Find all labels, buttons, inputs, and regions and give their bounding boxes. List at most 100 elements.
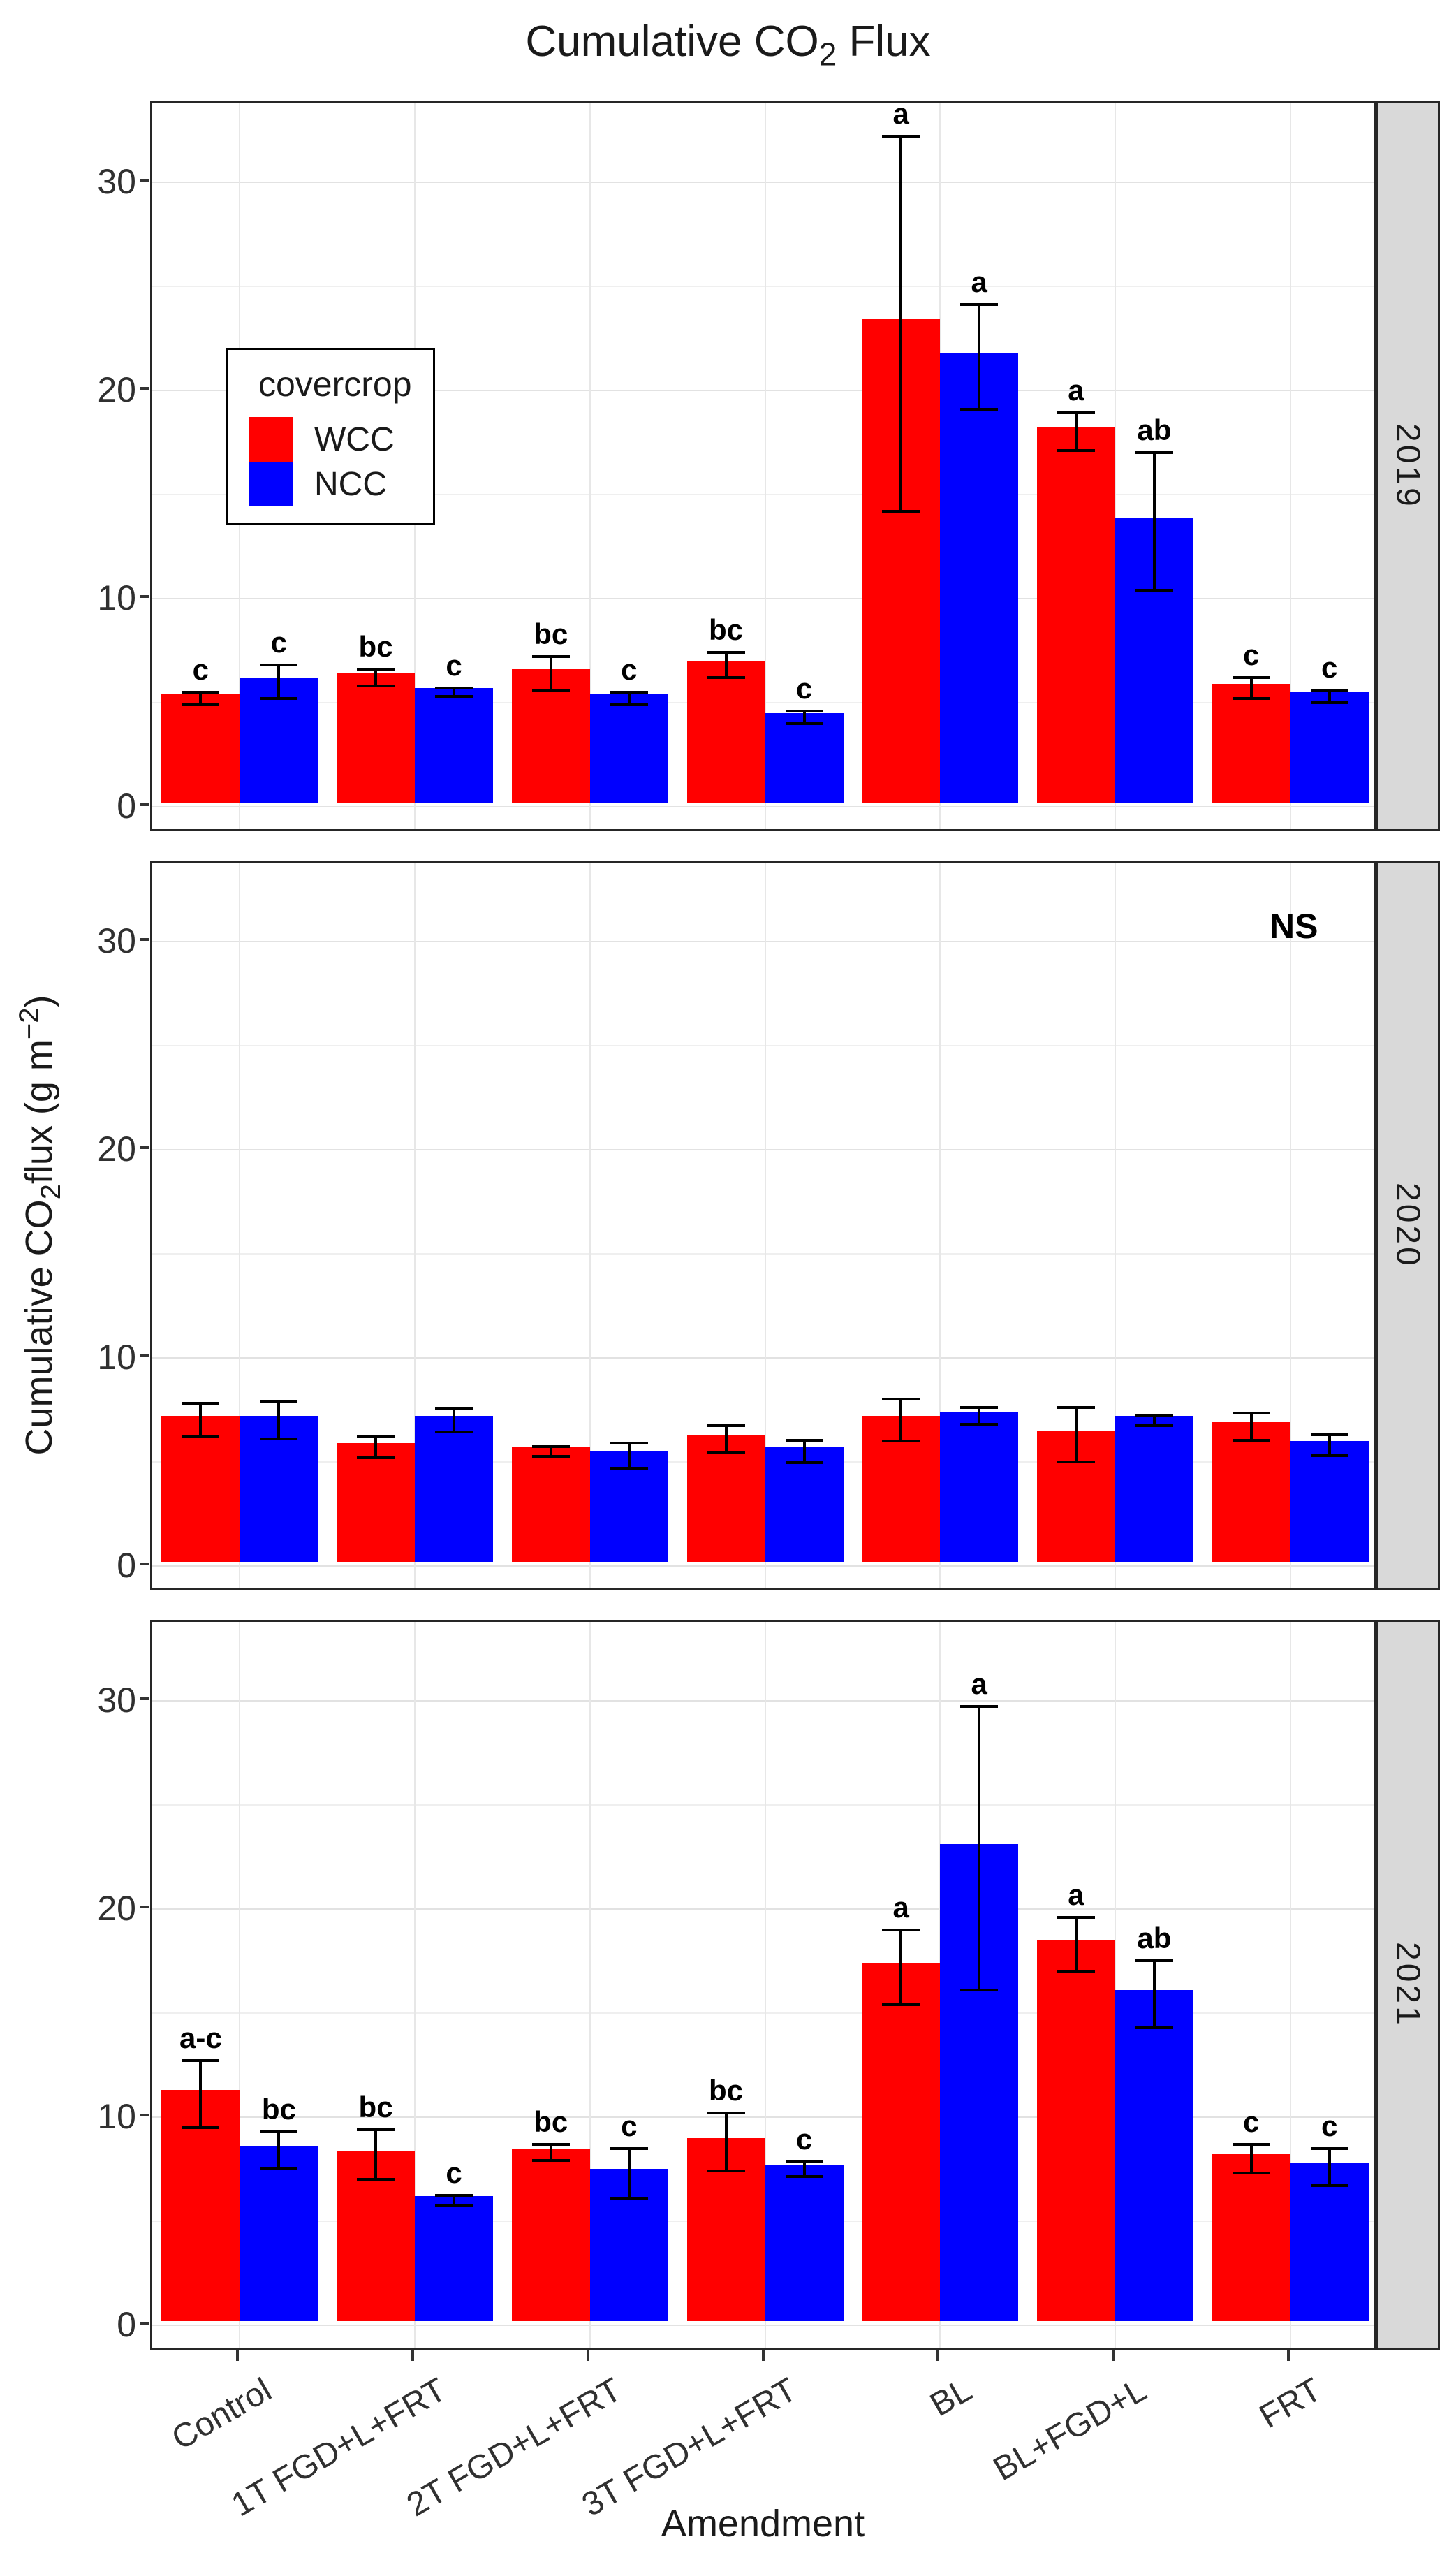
facet-strip-2021: 2021 <box>1376 1620 1440 2350</box>
gridline-minor-y15 <box>152 1252 1374 1255</box>
gridline-major-y20 <box>152 389 1374 391</box>
error-cap-top <box>531 2142 570 2146</box>
error-bar-NCC-3T FGD+L+FRT <box>802 1440 806 1463</box>
error-bar-NCC-FRT <box>1328 690 1331 703</box>
error-bar-NCC-2T FGD+L+FRT <box>627 692 631 705</box>
significance-letter-NCC-BL: a <box>971 265 987 299</box>
significance-letter-NCC-BL+FGD+L: ab <box>1137 414 1172 447</box>
y-tick-mark <box>140 386 149 390</box>
error-bar-NCC-1T FGD+L+FRT <box>453 1408 456 1432</box>
facet-panel-2019: c bc bc bc a a c c c c c a ab c covercrop WCC NCC <box>150 97 1376 831</box>
error-cap-top <box>531 655 570 659</box>
error-cap-top <box>357 1435 395 1439</box>
error-bar-NCC-3T FGD+L+FRT <box>802 2161 806 2177</box>
facet-strip-2019: 2019 <box>1376 101 1440 831</box>
error-bar-WCC-Control <box>199 2061 203 2128</box>
error-bar-WCC-BL <box>899 136 903 511</box>
error-cap-top <box>1232 2142 1270 2146</box>
facet-panel-2020: NS <box>150 861 1376 1590</box>
facet-strip-2020: 2020 <box>1376 861 1440 1590</box>
y-tick-label-10: 10 <box>97 2096 136 2136</box>
bar-NCC-Control <box>240 2146 318 2321</box>
bar-WCC-2T FGD+L+FRT <box>511 2148 590 2321</box>
error-cap-bottom <box>960 1988 999 1991</box>
bar-NCC-3T FGD+L+FRT <box>765 2165 844 2321</box>
bar-WCC-FRT <box>1212 684 1290 803</box>
gridline-major-y30 <box>152 940 1374 942</box>
gridline-major-y10 <box>152 2116 1374 2118</box>
significance-letter-WCC-Control: c <box>192 653 209 686</box>
error-cap-top <box>1135 1959 1173 1963</box>
error-cap-top <box>785 1438 823 1442</box>
error-cap-bottom <box>1057 1970 1095 1973</box>
error-cap-bottom <box>531 2159 570 2163</box>
gridline-major-y10 <box>152 1356 1374 1359</box>
facet-strip-label: 2019 <box>1389 423 1427 509</box>
error-cap-bottom <box>1135 2026 1173 2029</box>
error-cap-bottom <box>707 2170 745 2173</box>
significance-letter-NCC-FRT: c <box>1321 2109 1338 2142</box>
error-bar-WCC-2T FGD+L+FRT <box>549 1446 552 1457</box>
error-cap-bottom <box>182 1435 220 1439</box>
error-bar-WCC-2T FGD+L+FRT <box>549 657 552 691</box>
error-cap-bottom <box>357 1456 395 1459</box>
error-cap-bottom <box>1310 701 1348 704</box>
error-cap-top <box>707 1424 745 1427</box>
error-bar-NCC-BL+FGD+L <box>1152 1961 1156 2028</box>
y-tick-mark <box>140 1563 149 1565</box>
error-cap-top <box>785 2160 823 2163</box>
error-bar-WCC-BL+FGD+L <box>1074 1407 1078 1462</box>
error-cap-top <box>610 1442 648 1445</box>
y-tick-mark <box>140 1146 149 1149</box>
y-tick-mark <box>140 937 149 941</box>
y-tick-label-30: 30 <box>97 1680 136 1720</box>
error-cap-top <box>610 691 648 694</box>
gridline-vertical-BL <box>939 863 941 1588</box>
x-tick-mark <box>761 2350 765 2361</box>
gridline-vertical-BL+FGD+L <box>1114 103 1116 829</box>
gridline-major-y20 <box>152 1148 1374 1150</box>
significance-letter-WCC-Control: a-c <box>179 2021 222 2055</box>
chart-title-text-2: Flux <box>837 17 931 66</box>
bar-NCC-BL+FGD+L <box>1115 1989 1193 2321</box>
gridline-vertical-1T FGD+L+FRT <box>414 1622 416 2348</box>
error-bar-WCC-1T FGD+L+FRT <box>374 669 378 687</box>
gridline-major-y30 <box>152 181 1374 183</box>
error-cap-top <box>1135 1413 1173 1417</box>
error-cap-top <box>435 2193 473 2197</box>
error-cap-top <box>960 303 999 307</box>
y-axis-title-text-3: ) <box>18 995 60 1008</box>
chart-title-subscript: 2 <box>818 36 837 73</box>
y-tick-label-30: 30 <box>97 921 136 960</box>
error-bar-WCC-BL+FGD+L <box>1074 1917 1078 1972</box>
significance-letter-NCC-1T FGD+L+FRT: c <box>446 2156 462 2189</box>
x-tick-label-BL: BL <box>923 2371 978 2424</box>
x-tick-label-BL+FGD+L: BL+FGD+L <box>987 2371 1153 2489</box>
error-bar-NCC-BL <box>978 1407 981 1425</box>
x-tick-mark <box>1111 2350 1115 2361</box>
bar-NCC-FRT <box>1290 2163 1369 2321</box>
gridline-major-y30 <box>152 1699 1374 1702</box>
significance-letter-WCC-3T FGD+L+FRT: bc <box>708 613 744 647</box>
error-cap-top <box>707 651 745 654</box>
significance-letter-WCC-2T FGD+L+FRT: bc <box>534 2105 568 2138</box>
error-cap-bottom <box>882 509 920 513</box>
error-bar-NCC-FRT <box>1328 2148 1331 2186</box>
error-cap-bottom <box>785 2174 823 2178</box>
error-cap-top <box>610 2146 648 2150</box>
error-bar-WCC-BL+FGD+L <box>1074 413 1078 451</box>
bar-WCC-BL+FGD+L <box>1036 1940 1115 2321</box>
chart-title-text: Cumulative CO <box>525 17 819 66</box>
gridline-vertical-Control <box>239 1622 241 2348</box>
error-cap-bottom <box>260 696 298 700</box>
error-bar-NCC-3T FGD+L+FRT <box>802 710 806 724</box>
bar-WCC-BL+FGD+L <box>1036 427 1115 803</box>
legend-title: covercrop <box>258 365 412 404</box>
y-tick-mark <box>140 1905 149 1908</box>
error-cap-top <box>1310 689 1348 692</box>
error-bar-WCC-FRT <box>1249 678 1253 698</box>
bar-WCC-3T FGD+L+FRT <box>686 661 765 803</box>
error-bar-WCC-BL <box>899 1929 903 2005</box>
error-cap-top <box>1310 2146 1348 2150</box>
significance-letter-NCC-3T FGD+L+FRT: c <box>795 2122 813 2156</box>
